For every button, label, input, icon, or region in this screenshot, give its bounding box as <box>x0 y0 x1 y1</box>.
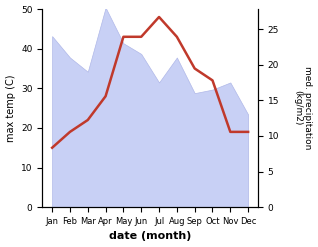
Y-axis label: med. precipitation
(kg/m2): med. precipitation (kg/m2) <box>293 66 313 150</box>
Y-axis label: max temp (C): max temp (C) <box>5 74 16 142</box>
X-axis label: date (month): date (month) <box>109 231 191 242</box>
